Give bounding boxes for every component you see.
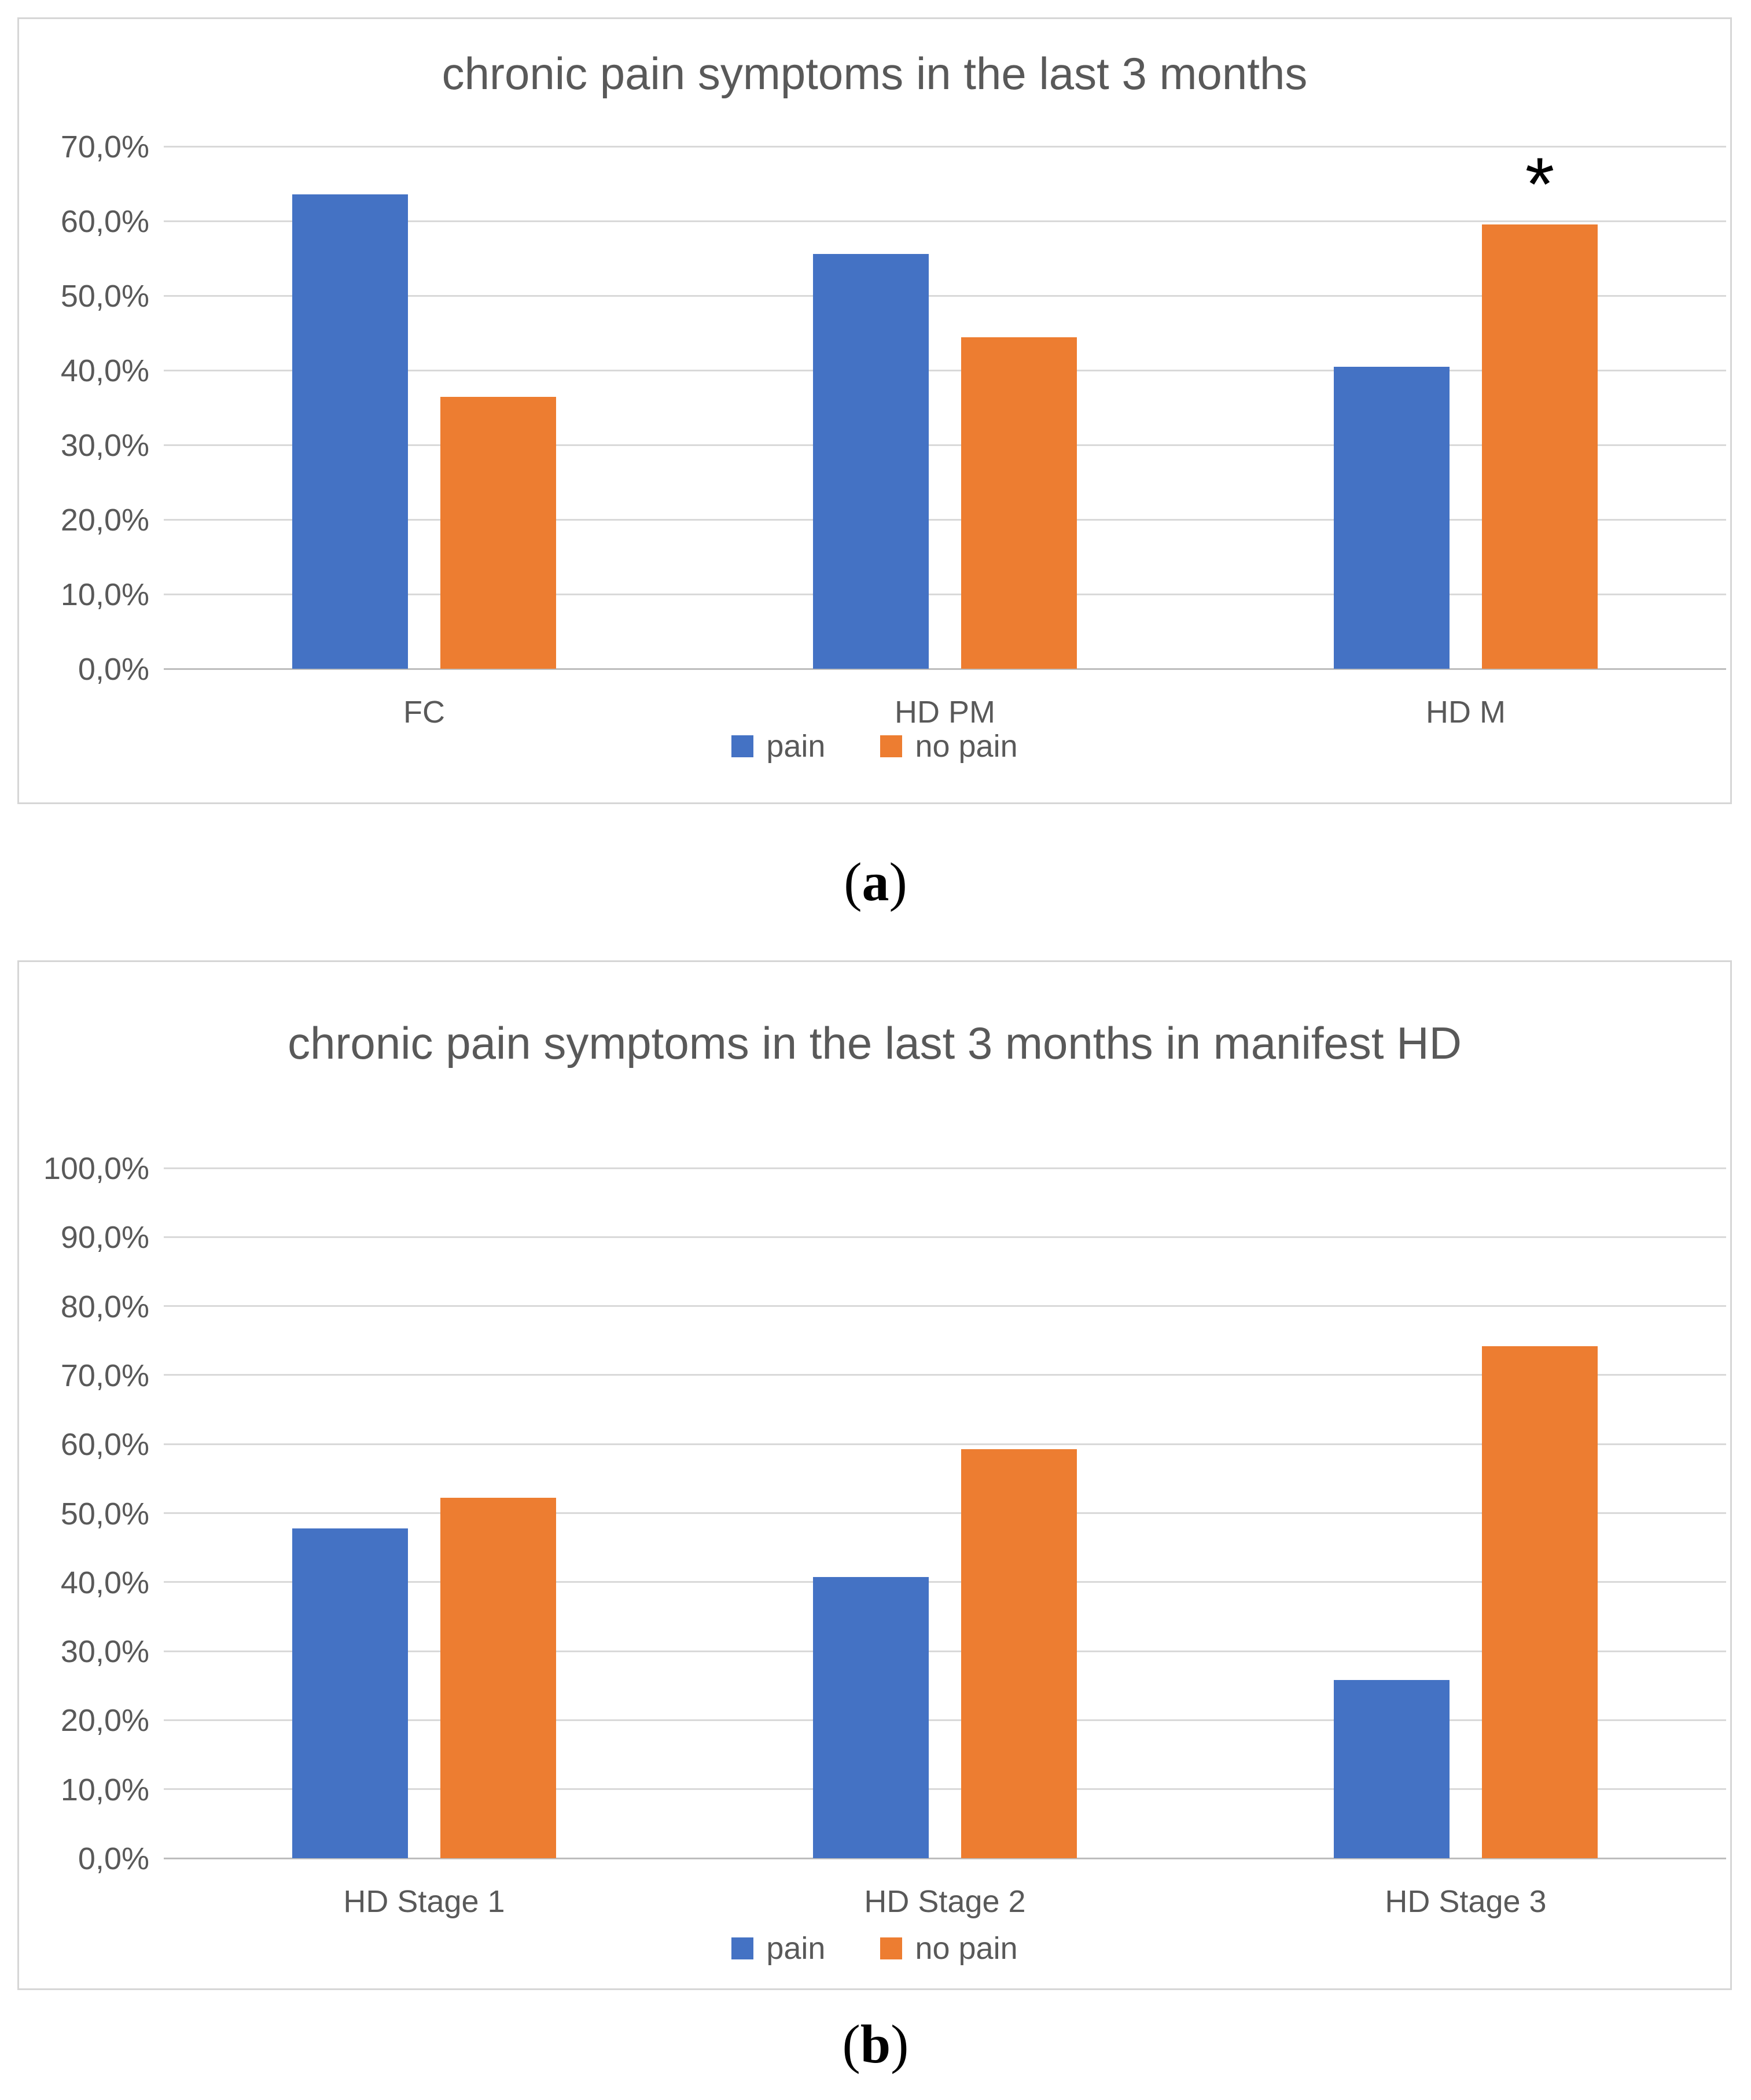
gridline-70	[164, 145, 1726, 148]
caption-a-letter: a	[862, 852, 889, 912]
significance-asterisk: *	[1525, 142, 1555, 227]
y-axis-label-0: 0,0%	[78, 652, 149, 687]
bar-no-pain-HD-PM	[961, 337, 1077, 669]
y-axis-label-20: 20,0%	[60, 503, 149, 537]
bar-no-pain-HD-Stage-1	[440, 1498, 556, 1858]
y-axis-label-100: 100,0%	[43, 1151, 149, 1186]
x-axis-label-HD-Stage-1: HD Stage 1	[343, 1884, 505, 1919]
chart-title-b: chronic pain symptoms in the last 3 mont…	[288, 1018, 1462, 1069]
y-axis-label-70: 70,0%	[60, 1358, 149, 1393]
x-axis-label-HD-M: HD M	[1426, 695, 1506, 730]
y-axis-label-60: 60,0%	[60, 204, 149, 239]
caption-a-close-paren: )	[889, 852, 907, 912]
y-axis-label-40: 40,0%	[60, 1565, 149, 1600]
y-axis-label-0: 0,0%	[78, 1841, 149, 1876]
y-axis-label-20: 20,0%	[60, 1703, 149, 1738]
gridline-70	[164, 1374, 1726, 1376]
legend-label-pain: pain	[766, 729, 826, 764]
gridline-40	[164, 369, 1726, 371]
legend-swatch-no-pain-icon	[880, 735, 903, 757]
bar-no-pain-HD-Stage-2	[961, 1449, 1077, 1858]
legend-swatch-pain-icon	[731, 1937, 754, 1959]
bar-no-pain-HD-M	[1482, 224, 1598, 669]
caption-b-open-paren: (	[842, 2014, 860, 2075]
bar-no-pain-HD-Stage-3	[1482, 1346, 1598, 1858]
chart-panel-a: chronic pain symptoms in the last 3 mont…	[17, 17, 1732, 804]
y-axis-label-30: 30,0%	[60, 1634, 149, 1670]
gridline-100	[164, 1167, 1726, 1169]
legend-swatch-no-pain-icon	[880, 1937, 903, 1959]
gridline-40	[164, 1581, 1726, 1583]
x-axis-label-HD-Stage-2: HD Stage 2	[864, 1884, 1026, 1919]
legend-label-no-pain: no pain	[915, 1931, 1018, 1966]
y-axis-label-10: 10,0%	[60, 1772, 149, 1807]
gridline-90	[164, 1236, 1726, 1238]
panel-caption-a: (a)	[0, 855, 1751, 909]
panel-caption-b: (b)	[0, 2017, 1751, 2072]
gridline-50	[164, 1512, 1726, 1514]
x-axis-label-HD-Stage-3: HD Stage 3	[1385, 1884, 1547, 1919]
bar-pain-HD-M	[1334, 366, 1450, 669]
x-axis-label-FC: FC	[403, 695, 445, 730]
y-axis-label-70: 70,0%	[60, 130, 149, 164]
bar-pain-HD-PM	[813, 253, 929, 669]
legend-b: pain no pain	[19, 1933, 1730, 1964]
y-axis-label-80: 80,0%	[60, 1289, 149, 1324]
gridline-50	[164, 294, 1726, 297]
gridline-30	[164, 444, 1726, 446]
legend-item-no-pain: no pain	[880, 1931, 1018, 1966]
legend-item-pain: pain	[731, 731, 825, 762]
legend-label-no-pain: no pain	[915, 729, 1018, 764]
gridline-10	[164, 1788, 1726, 1790]
y-axis-label-50: 50,0%	[60, 1496, 149, 1531]
bar-pain-FC	[292, 194, 408, 669]
legend-item-pain: pain	[731, 1933, 825, 1964]
gridline-0	[164, 668, 1726, 670]
bar-pain-HD-Stage-3	[1334, 1680, 1450, 1858]
y-axis-label-30: 30,0%	[60, 428, 149, 463]
y-axis-label-10: 10,0%	[60, 577, 149, 612]
y-axis-label-60: 60,0%	[60, 1427, 149, 1462]
gridline-30	[164, 1650, 1726, 1652]
gridline-60	[164, 1443, 1726, 1445]
bar-pain-HD-Stage-1	[292, 1528, 408, 1858]
gridline-0	[164, 1857, 1726, 1859]
bar-no-pain-FC	[440, 397, 556, 669]
gridline-60	[164, 220, 1726, 222]
gridline-80	[164, 1305, 1726, 1307]
y-axis-label-40: 40,0%	[60, 353, 149, 388]
caption-b-close-paren: )	[891, 2014, 909, 2075]
chart-panel-b: chronic pain symptoms in the last 3 mont…	[17, 960, 1732, 1990]
caption-b-letter: b	[860, 2014, 891, 2075]
caption-a-open-paren: (	[844, 852, 862, 912]
legend-label-pain: pain	[766, 1931, 826, 1966]
y-axis-label-90: 90,0%	[60, 1220, 149, 1255]
y-axis-label-50: 50,0%	[60, 279, 149, 314]
plot-area-b: 0,0% 10,0% 20,0% 30,0% 40,0% 50,0% 60,0% 70,0% 8…	[43, 1153, 1726, 1917]
gridline-20	[164, 1719, 1726, 1721]
bar-pain-HD-Stage-2	[813, 1577, 929, 1858]
chart-title-a: chronic pain symptoms in the last 3 mont…	[442, 48, 1308, 99]
gridline-20	[164, 518, 1726, 521]
x-axis-label-HD-PM: HD PM	[895, 695, 995, 730]
legend-swatch-pain-icon	[731, 735, 754, 757]
gridline-10	[164, 593, 1726, 595]
legend-item-no-pain: no pain	[880, 729, 1018, 764]
plot-area-a: 0,0% 10,0% 20,0% 30,0% 40,0% 50,0% 60,0% 70,0% F…	[61, 131, 1726, 728]
legend-a: pain no pain	[19, 731, 1730, 762]
